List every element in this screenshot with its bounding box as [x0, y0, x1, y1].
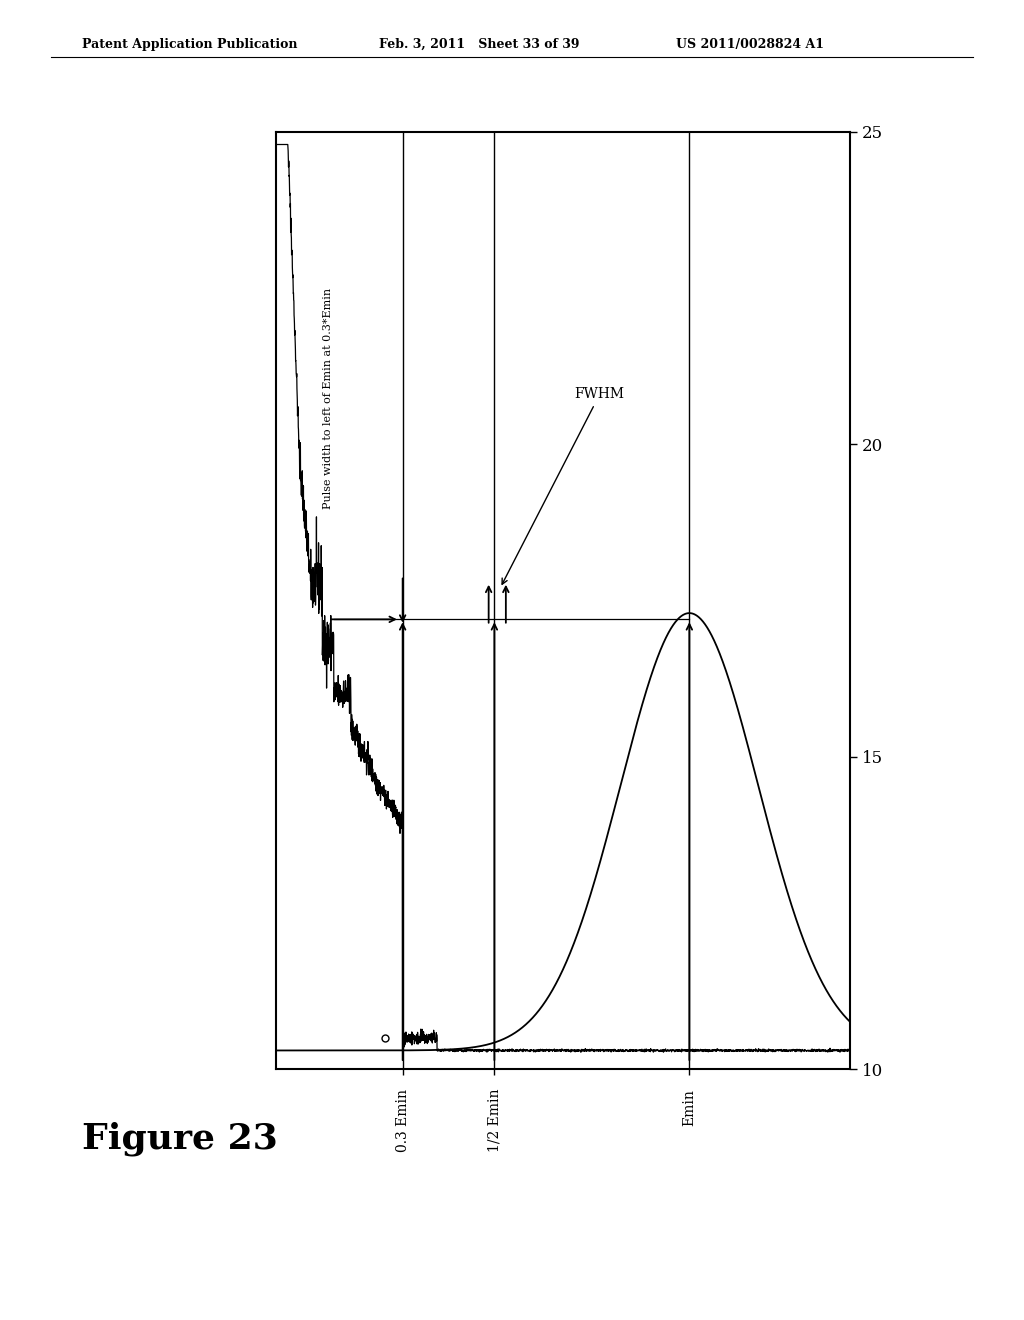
Text: Pulse width to left of Emin at 0.3*Emin: Pulse width to left of Emin at 0.3*Emin: [324, 288, 333, 510]
Text: Feb. 3, 2011   Sheet 33 of 39: Feb. 3, 2011 Sheet 33 of 39: [379, 37, 580, 50]
Text: 0.3 Emin: 0.3 Emin: [395, 1089, 410, 1152]
Text: 1/2 Emin: 1/2 Emin: [487, 1089, 502, 1152]
Text: Emin: Emin: [682, 1089, 696, 1126]
Text: Patent Application Publication: Patent Application Publication: [82, 37, 297, 50]
Text: US 2011/0028824 A1: US 2011/0028824 A1: [676, 37, 824, 50]
Text: FWHM: FWHM: [502, 387, 625, 585]
Text: Figure 23: Figure 23: [82, 1122, 278, 1156]
